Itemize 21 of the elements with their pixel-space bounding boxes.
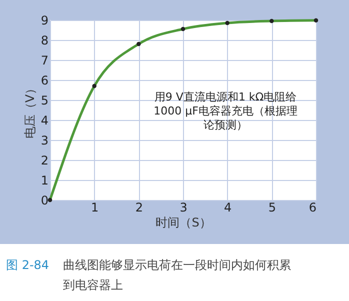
text: 曲线图能够显示电荷在一段时间内如何积累到电容器上: [63, 258, 291, 292]
y-tick-label: 8: [40, 34, 48, 48]
y-tick-label: 3: [40, 134, 48, 148]
y-tick-label: 2: [40, 154, 48, 168]
caption: 图 2-84: [6, 258, 50, 272]
y-tick-label: 9: [40, 14, 48, 28]
annotation: 用9 V直流电源和1 kΩ电阻给1000 μF电容器充电（根据理论预测）: [154, 90, 298, 132]
y-tick-label: 6: [40, 74, 48, 88]
x-tick-label: 4: [224, 200, 232, 214]
x-tick-label: 6: [308, 200, 316, 214]
y-tick-label: 1: [40, 174, 48, 188]
y-tick-label: 7: [40, 54, 48, 68]
x-tick-label: 2: [135, 200, 143, 214]
y-tick-label: 4: [40, 114, 48, 128]
y-tick-label: 0: [40, 194, 48, 208]
x-tick-label: 3: [180, 200, 188, 214]
y-axis-title: 电压（V）: [22, 82, 37, 139]
x-tick-label: 5: [268, 200, 276, 214]
x-tick-label: 1: [91, 200, 99, 214]
x-axis-title: 时间（S）: [156, 216, 212, 230]
y-tick-label: 5: [40, 94, 48, 108]
